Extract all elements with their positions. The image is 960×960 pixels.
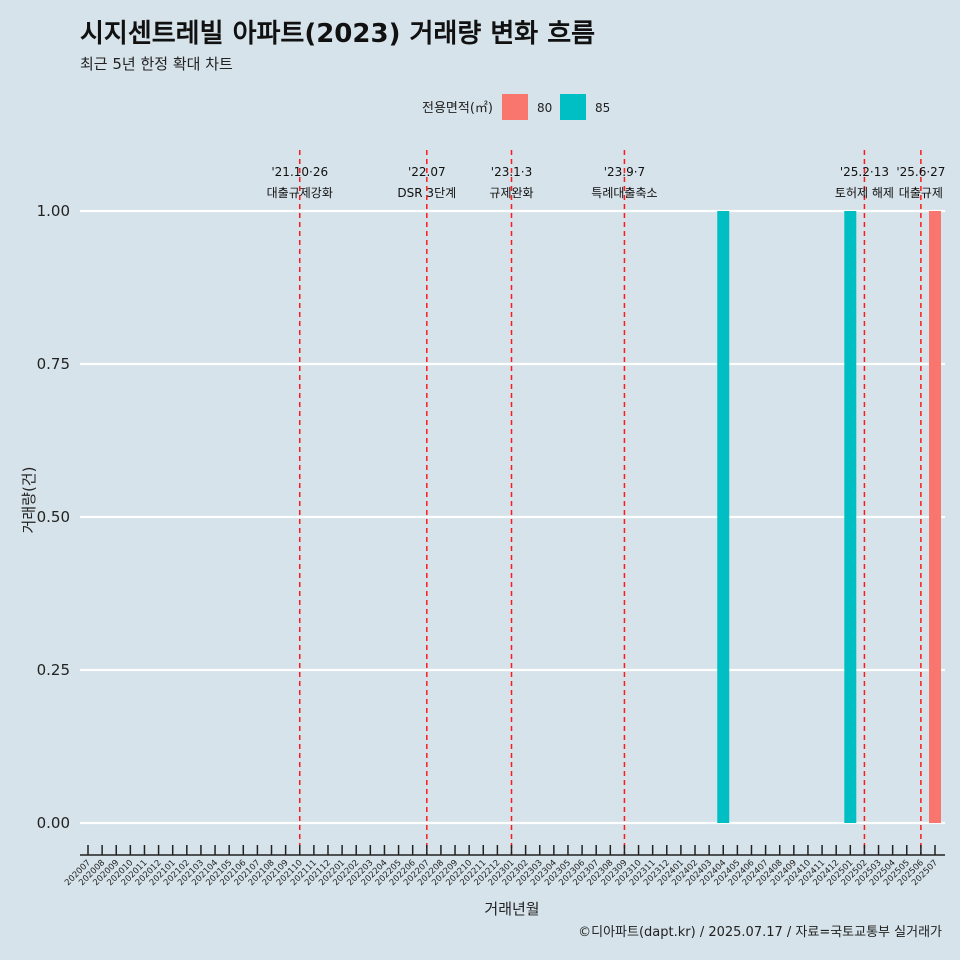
chart-title: 시지센트레빌 아파트(2023) 거래량 변화 흐름 [80,19,595,49]
y-tick-label: 0.50 [37,508,70,526]
y-tick-label: 1.00 [37,202,70,220]
event-label: 대출규제 [899,186,943,200]
legend: 전용면적(㎡) 80 85 [422,94,610,120]
bar-85-202404 [717,211,730,823]
event-date: '23.9·7 [604,165,645,179]
y-tick-label: 0.25 [37,661,70,679]
event-date: '22.07 [408,165,446,179]
event-date: '21.10·26 [271,165,328,179]
event-label: 규제완화 [489,186,533,200]
event-date: '25.2·13 [840,165,889,179]
event-date: '23.1·3 [491,165,532,179]
event-label: DSR 3단계 [397,186,456,200]
event-label: 토허제 해제 [835,186,894,200]
x-axis-title: 거래년월 [484,900,539,918]
event-date: '25.6·27 [896,165,945,179]
legend-label: 80 [537,101,552,115]
event-label: 특례대출축소 [591,186,657,200]
legend-title: 전용면적(㎡) [422,101,493,116]
legend-swatch [502,94,528,120]
chart-subtitle: 최근 5년 한정 확대 차트 [80,55,233,73]
y-tick-label: 0.00 [37,814,70,832]
legend-swatch [560,94,586,120]
bar-85-202501 [844,211,857,823]
bar-80-202507 [929,211,941,823]
legend-label: 85 [595,101,610,115]
y-tick-label: 0.75 [37,355,70,373]
y-axis-title: 거래량(건) [20,467,38,534]
chart-caption: ©디아파트(dapt.kr) / 2025.07.17 / 자료=국토교통부 실… [578,925,942,940]
event-label: 대출규제강화 [267,186,333,200]
